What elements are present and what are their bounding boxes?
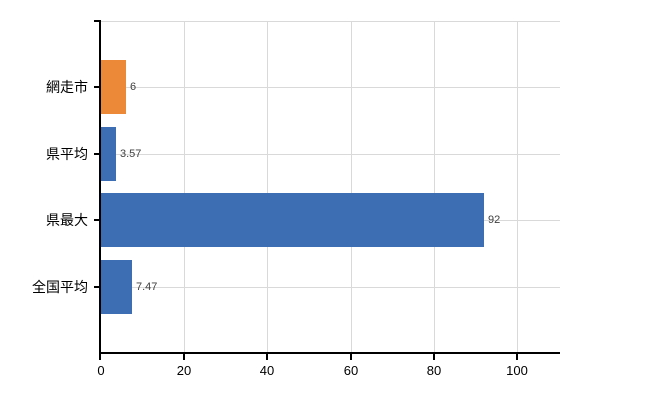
vertical-gridline — [433, 21, 435, 353]
bar-value-label: 92 — [488, 214, 501, 226]
x-tick-label: 80 — [426, 363, 442, 378]
x-tick-label: 40 — [259, 363, 275, 378]
category-label: 全国平均 — [32, 279, 88, 295]
y-axis-line — [99, 21, 101, 360]
vertical-gridline — [184, 21, 186, 353]
horizontal-gridline — [101, 287, 560, 288]
x-axis-tick — [433, 354, 435, 360]
bar-2 — [101, 127, 116, 181]
vertical-gridline — [517, 21, 518, 353]
category-label: 県最大 — [46, 212, 88, 228]
bar-4 — [101, 260, 132, 314]
x-tick-label: 0 — [97, 363, 105, 378]
vertical-gridline — [267, 21, 269, 353]
x-tick-label: 60 — [343, 363, 359, 378]
bar-value-label: 3.57 — [120, 148, 142, 160]
y-axis-top-tick — [94, 20, 101, 22]
x-tick-label: 100 — [506, 363, 528, 378]
category-label: 網走市 — [46, 79, 88, 95]
plot-top-border — [101, 21, 560, 22]
vertical-gridline — [350, 21, 352, 353]
x-axis-tick — [516, 354, 518, 360]
bar-1 — [101, 60, 126, 114]
x-tick-label: 20 — [176, 363, 192, 378]
horizontal-gridline — [101, 154, 560, 155]
category-label: 県平均 — [46, 146, 88, 162]
bar-3 — [101, 193, 484, 247]
x-axis-line — [99, 352, 560, 354]
x-axis-tick — [266, 354, 268, 360]
bar-value-label: 7.47 — [136, 281, 158, 293]
horizontal-gridline — [101, 87, 560, 88]
y-axis-tick — [94, 153, 101, 155]
y-axis-tick — [94, 286, 101, 288]
y-axis-tick — [94, 86, 101, 88]
bar-value-label: 6 — [130, 81, 137, 93]
x-axis-tick — [183, 354, 185, 360]
y-axis-tick — [94, 219, 101, 221]
x-axis-tick — [350, 354, 352, 360]
